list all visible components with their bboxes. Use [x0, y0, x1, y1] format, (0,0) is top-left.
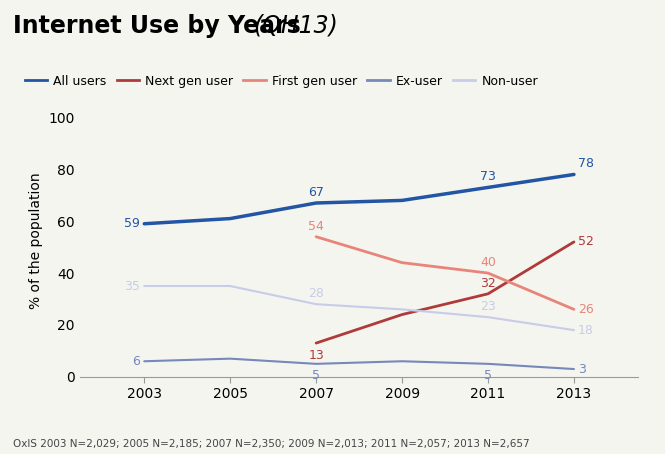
Text: 73: 73: [480, 170, 496, 183]
Text: 67: 67: [308, 186, 324, 199]
Text: 5: 5: [312, 370, 320, 382]
Text: 6: 6: [132, 355, 140, 368]
Text: 23: 23: [480, 300, 496, 313]
Text: 3: 3: [578, 363, 586, 375]
Text: OxIS 2003 N=2,029; 2005 N=2,185; 2007 N=2,350; 2009 N=2,013; 2011 N=2,057; 2013 : OxIS 2003 N=2,029; 2005 N=2,185; 2007 N=…: [13, 439, 530, 449]
Text: 5: 5: [484, 370, 492, 382]
Text: 32: 32: [480, 276, 496, 290]
Text: 28: 28: [308, 287, 324, 300]
Legend: All users, Next gen user, First gen user, Ex-user, Non-user: All users, Next gen user, First gen user…: [19, 70, 543, 93]
Y-axis label: % of the population: % of the population: [29, 173, 43, 309]
Text: (QH13): (QH13): [253, 14, 338, 38]
Text: 52: 52: [578, 236, 594, 248]
Text: 59: 59: [124, 217, 140, 230]
Text: 35: 35: [124, 280, 140, 292]
Text: 54: 54: [308, 220, 324, 232]
Text: 13: 13: [309, 349, 324, 362]
Text: 78: 78: [578, 157, 594, 170]
Text: Internet Use by Years: Internet Use by Years: [13, 14, 301, 38]
Text: 18: 18: [578, 324, 594, 336]
Text: 40: 40: [480, 256, 496, 269]
Text: 26: 26: [578, 303, 594, 316]
